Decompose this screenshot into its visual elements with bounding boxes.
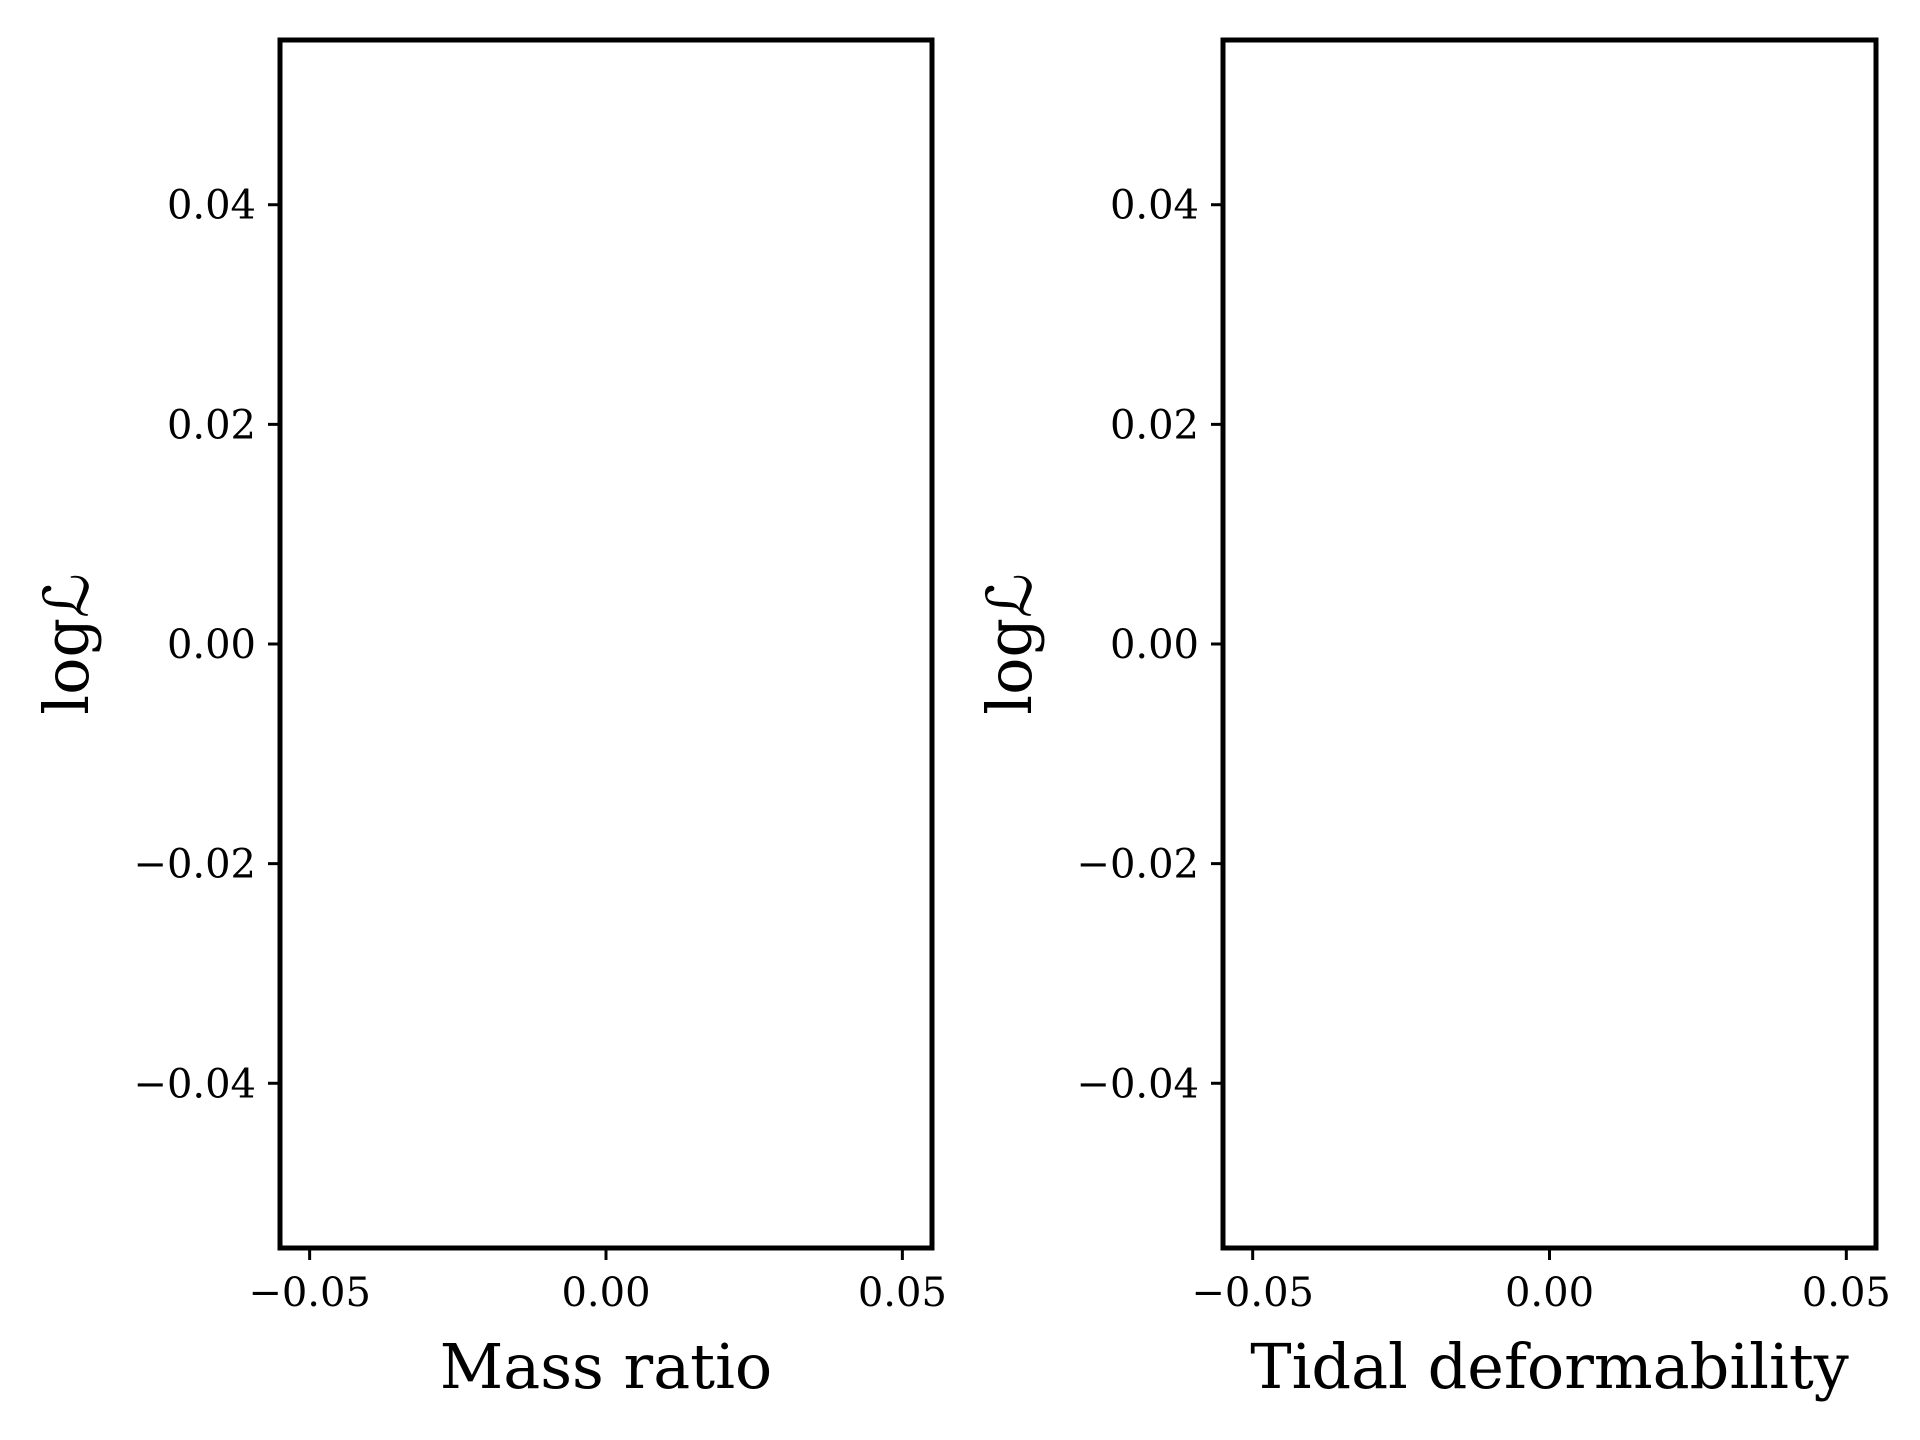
x-tick-label: 0.00: [561, 1270, 650, 1316]
x-tick-label: −0.05: [248, 1270, 371, 1316]
x-tick-label: 0.05: [858, 1270, 947, 1316]
y-tick-label: 0.04: [1110, 183, 1199, 229]
axes-frame-2: [1220, 37, 1879, 1251]
x-tick-label: −0.05: [1191, 1270, 1314, 1316]
y-axis-title: logℒ: [973, 573, 1046, 715]
y-tick-label: −0.02: [133, 842, 256, 888]
y-tick-label: 0.04: [167, 183, 256, 229]
y-tick-label: 0.02: [167, 402, 256, 448]
y-axis-title: logℒ: [30, 573, 103, 715]
y-tick-label: 0.02: [1110, 402, 1199, 448]
x-tick-label: 0.00: [1505, 1270, 1594, 1316]
y-tick-label: 0.00: [167, 622, 256, 668]
y-tick-label: 0.00: [1110, 622, 1199, 668]
x-axis-title: Mass ratio: [440, 1330, 772, 1403]
y-tick-label: −0.04: [1076, 1061, 1199, 1107]
x-axis-title: Tidal deformability: [1250, 1330, 1849, 1403]
y-tick-label: −0.04: [133, 1061, 256, 1107]
axes-frame-1: [277, 37, 935, 1251]
y-tick-label: −0.02: [1076, 842, 1199, 888]
x-tick-label: 0.05: [1802, 1270, 1891, 1316]
